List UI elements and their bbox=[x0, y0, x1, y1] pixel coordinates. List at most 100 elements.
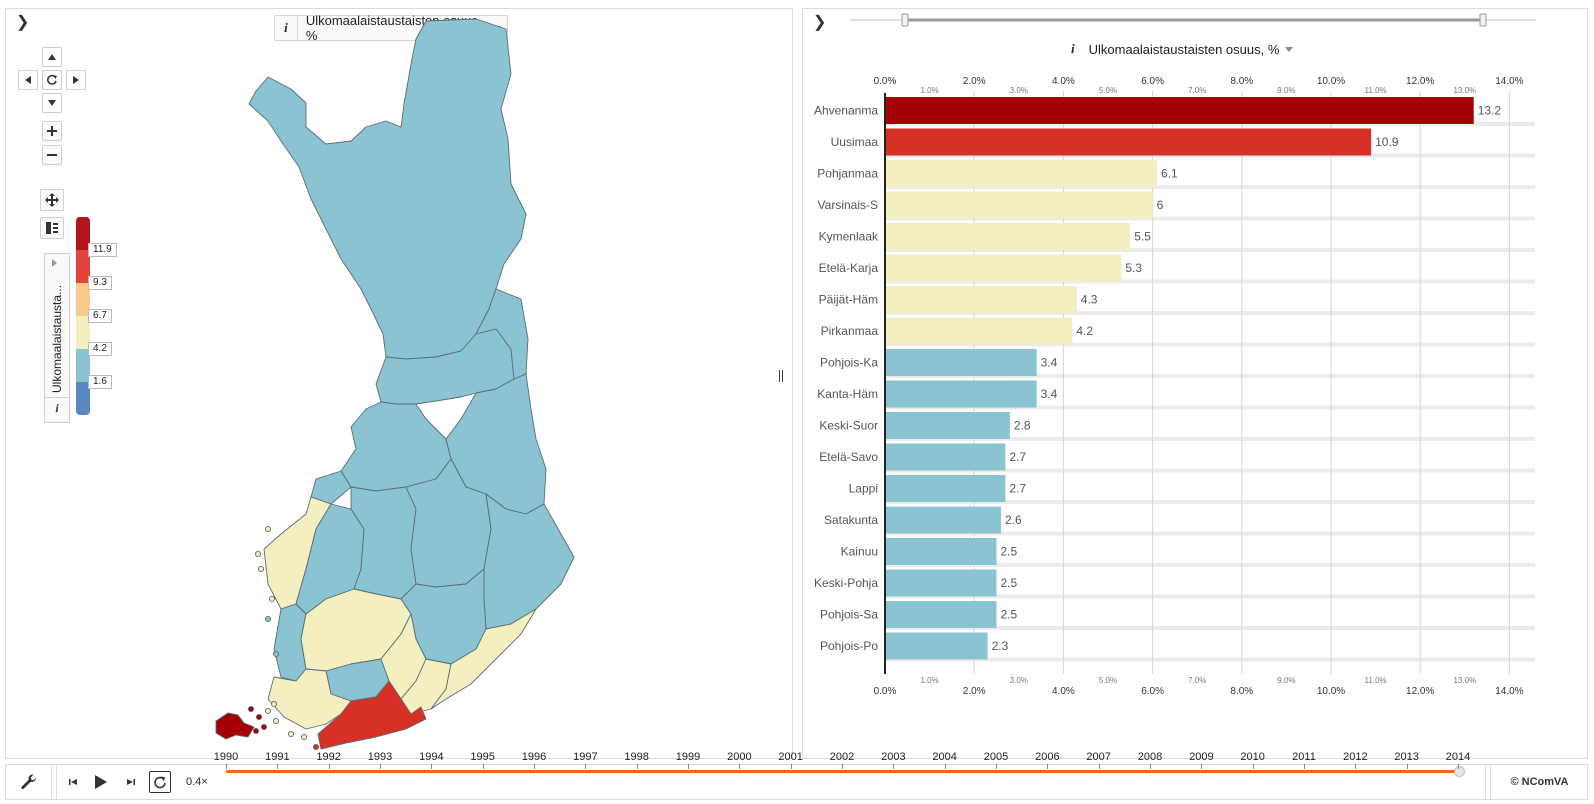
category-label[interactable]: Kymenlaak bbox=[819, 230, 879, 244]
wrench-icon[interactable] bbox=[20, 773, 38, 791]
timeline-year[interactable]: 1995 bbox=[470, 751, 495, 763]
region-uusimaa[interactable] bbox=[317, 680, 427, 750]
category-label[interactable]: Etelä-Karja bbox=[819, 261, 879, 275]
category-label[interactable]: Uusimaa bbox=[831, 135, 879, 149]
region-etela-karjala[interactable] bbox=[430, 608, 537, 710]
bar[interactable] bbox=[886, 349, 1037, 376]
bar[interactable] bbox=[886, 443, 1006, 471]
legend-expand-icon[interactable] bbox=[52, 259, 57, 267]
timeline-year[interactable]: 2012 bbox=[1343, 751, 1368, 763]
timeline-year[interactable]: 1996 bbox=[521, 751, 547, 763]
collapse-chart-panel-icon[interactable]: ❯ bbox=[813, 14, 827, 31]
region-kainuu[interactable] bbox=[475, 288, 529, 380]
bar[interactable] bbox=[886, 506, 1001, 534]
bar[interactable] bbox=[886, 160, 1158, 187]
range-slider-right-handle[interactable] bbox=[1479, 13, 1487, 27]
zoom-in-button[interactable] bbox=[42, 121, 62, 141]
bar[interactable] bbox=[886, 286, 1077, 313]
bar[interactable] bbox=[886, 601, 997, 628]
map-info-icon[interactable]: i bbox=[275, 16, 298, 40]
legend-swatch bbox=[76, 283, 90, 316]
timeline-handle[interactable] bbox=[1454, 766, 1465, 777]
play-button[interactable] bbox=[92, 773, 110, 791]
x-minor-tick-label: 3.0% bbox=[1010, 86, 1028, 95]
collapse-map-panel-icon[interactable]: ❯ bbox=[16, 14, 30, 31]
loop-button[interactable] bbox=[149, 771, 171, 793]
category-label[interactable]: Pirkanmaa bbox=[821, 324, 879, 338]
category-label[interactable]: Keski-Pohja bbox=[814, 576, 878, 590]
category-label[interactable]: Pohjois-Ka bbox=[820, 356, 878, 370]
legend-info-icon[interactable]: i bbox=[45, 397, 69, 419]
pan-right-button[interactable] bbox=[66, 70, 86, 90]
playback-speed[interactable]: 0.4× bbox=[186, 776, 208, 788]
category-label[interactable]: Pohjanmaa bbox=[817, 167, 878, 181]
range-slider-left-handle[interactable] bbox=[901, 13, 909, 27]
timeline-year[interactable]: 2014 bbox=[1445, 751, 1471, 763]
timeline-year[interactable]: 2008 bbox=[1137, 751, 1163, 763]
bar[interactable] bbox=[886, 569, 997, 597]
bar[interactable] bbox=[886, 475, 1006, 502]
bar[interactable] bbox=[886, 223, 1131, 250]
timeline-year[interactable]: 2000 bbox=[727, 751, 752, 763]
bar[interactable] bbox=[886, 128, 1372, 156]
category-label[interactable]: Varsinais-S bbox=[818, 198, 878, 212]
timeline-year[interactable]: 2011 bbox=[1292, 751, 1316, 763]
step-back-button[interactable] bbox=[66, 775, 80, 789]
bar[interactable] bbox=[886, 380, 1037, 408]
timeline-year[interactable]: 2001 bbox=[778, 751, 803, 763]
legend-toggle-button[interactable] bbox=[40, 217, 64, 239]
timeline-year[interactable]: 2005 bbox=[983, 751, 1009, 763]
category-label[interactable]: Kanta-Häm bbox=[817, 387, 878, 401]
timeline-year[interactable]: 2002 bbox=[829, 751, 855, 763]
zoom-out-button[interactable] bbox=[42, 145, 62, 165]
chart-metric-dropdown[interactable]: i Ulkomaalaistaustaisten osuus, % bbox=[1071, 39, 1294, 59]
timeline-year[interactable]: 2004 bbox=[932, 751, 957, 763]
category-label[interactable]: Ahvenanma bbox=[814, 104, 878, 118]
timeline-year[interactable]: 1991 bbox=[265, 751, 290, 763]
bar[interactable] bbox=[886, 412, 1010, 439]
category-label[interactable]: Satakunta bbox=[824, 513, 878, 527]
category-label[interactable]: Päijät-Häm bbox=[819, 293, 878, 307]
region-ahvenanmaa[interactable] bbox=[215, 712, 255, 740]
bar[interactable] bbox=[886, 317, 1073, 345]
timeline-year[interactable]: 1999 bbox=[675, 751, 701, 763]
timeline-year[interactable]: 2003 bbox=[881, 751, 906, 763]
category-label[interactable]: Kainuu bbox=[841, 545, 878, 559]
region-pohjois-pohjanmaa-south[interactable] bbox=[340, 401, 452, 492]
panel-splitter[interactable] bbox=[779, 370, 783, 382]
timeline-year[interactable]: 2009 bbox=[1189, 751, 1214, 763]
bar[interactable] bbox=[886, 632, 988, 660]
timeline-year[interactable]: 2013 bbox=[1394, 751, 1419, 763]
timeline-tick bbox=[277, 764, 279, 769]
timeline-year[interactable]: 2007 bbox=[1086, 751, 1111, 763]
timeline-year[interactable]: 1997 bbox=[573, 751, 598, 763]
pan-up-button[interactable] bbox=[42, 47, 62, 67]
timeline-year[interactable]: 2006 bbox=[1035, 751, 1060, 763]
timeline-track[interactable] bbox=[226, 770, 1462, 773]
timeline-year[interactable]: 1990 bbox=[213, 751, 239, 763]
step-forward-button[interactable] bbox=[124, 775, 138, 789]
move-button[interactable] bbox=[40, 189, 64, 211]
timeline-year[interactable]: 1998 bbox=[624, 751, 649, 763]
chart-info-icon[interactable]: i bbox=[1071, 41, 1075, 56]
bar[interactable] bbox=[886, 254, 1122, 282]
range-slider[interactable] bbox=[848, 11, 1548, 31]
category-label[interactable]: Pohjois-Sa bbox=[820, 608, 878, 622]
bar[interactable] bbox=[886, 191, 1153, 219]
reset-view-button[interactable] bbox=[42, 70, 62, 90]
timeline-year[interactable]: 1994 bbox=[419, 751, 444, 763]
pan-left-button[interactable] bbox=[18, 70, 38, 90]
timeline-year[interactable]: 2010 bbox=[1240, 751, 1265, 763]
region-pohjois-karjala[interactable] bbox=[483, 493, 575, 630]
category-label[interactable]: Etelä-Savo bbox=[819, 450, 878, 464]
category-label[interactable]: Keski-Suor bbox=[819, 419, 878, 433]
timeline-year[interactable]: 1992 bbox=[316, 751, 341, 763]
timeline-year[interactable]: 1993 bbox=[367, 751, 393, 763]
category-label[interactable]: Lappi bbox=[849, 482, 878, 496]
region-lappi[interactable] bbox=[248, 18, 527, 360]
category-label[interactable]: Pohjois-Po bbox=[820, 639, 878, 653]
pan-down-button[interactable] bbox=[42, 93, 62, 113]
bar[interactable] bbox=[886, 538, 997, 565]
finland-map[interactable] bbox=[6, 9, 794, 760]
bar[interactable] bbox=[886, 97, 1474, 124]
